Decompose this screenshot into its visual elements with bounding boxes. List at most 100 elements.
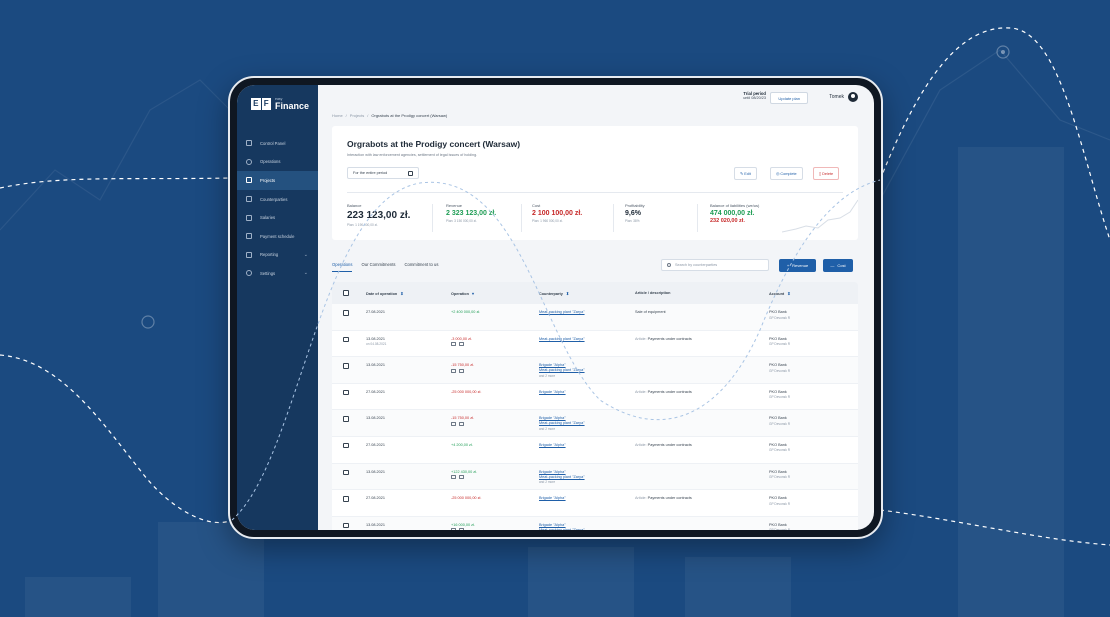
counterparty-link[interactable]: Brigade "Alpha" [539,389,566,394]
row-checkbox[interactable] [343,496,349,502]
table-row[interactable]: 27.08.2021 -25 000 000,00 zł. Brigade "Alp… [332,490,858,517]
counterparty-link[interactable]: Meat-packing plant "Zarya" [539,310,585,314]
counterparty-link[interactable]: Brigade "Alpha" [539,363,566,368]
stat-value: 2 323 123,00 zł. [446,210,497,217]
stat-value: 9,6% [625,210,641,217]
operation-amount: +122 430,00 zł. [451,469,478,474]
search-icon [667,263,671,267]
edit-button-label: Edit [744,171,751,176]
counterparty-link[interactable]: Brigade "Alpha" [539,416,566,421]
sidebar-item-reporting[interactable]: Reporting ⌄ [237,246,318,265]
column-counterparty[interactable]: Counterparty ⬍ [539,291,635,296]
operation-amount: +2 400 000,00 zł. [451,310,481,314]
sidebar-item-projects[interactable]: Projects [237,171,318,190]
row-checkbox[interactable] [343,336,349,343]
add-revenue-button[interactable]: + Revenue [779,259,816,272]
update-plan-button[interactable]: Update plan [770,92,808,104]
stat-plan: Plan: 1 190 000,00 zł. [347,223,378,227]
table-row[interactable]: 13.08.2021 -15 750,00 zł. Brigade "Alpha" M… [332,410,858,437]
row-checkbox[interactable] [343,310,349,316]
account-name: PKO Bank [769,336,787,341]
add-cost-button[interactable]: — Cost [823,259,853,272]
divider [432,204,433,232]
stat-revenue: Revenue 2 323 123,00 zł. Plan: 3 150 000… [446,203,496,223]
row-checkbox[interactable] [343,363,349,369]
sidebar-item-payment-schedule[interactable]: Payment schedule [237,227,318,246]
account-name: PKO Bank [769,469,787,474]
operation-amount: +4 200,00 zł. [451,442,473,447]
counterparty-link[interactable]: Meat-packing plant "Zarya" [539,368,585,373]
article-text: Sale of equipment [635,310,666,314]
account-sub: GP Devonsk R [769,315,791,320]
row-checkbox[interactable] [343,442,349,449]
sidebar-item-settings[interactable]: Settings ⌄ [237,264,318,283]
period-select[interactable]: For the entire period [347,167,419,179]
tab-operations[interactable]: Operations [332,262,353,272]
operation-date: 27.08.2021 [366,310,386,314]
operation-date: 13.08.2021 [366,363,386,368]
breadcrumb-projects[interactable]: Projects [349,113,365,118]
article-text: Payments under contracts [647,389,692,394]
more-counterparties[interactable]: and 2 more [539,480,556,485]
sidebar-item-label: Reporting [260,252,279,258]
counterparty-link[interactable]: Brigade "Alpha" [539,469,566,474]
counterparty-link[interactable]: Meat-packing plant "Zarya" [539,474,585,479]
sidebar-item-salaries[interactable]: Salaries [237,208,318,227]
table-row[interactable]: 13.08.2021 on 04.08.2021 -3 000,00 zł. Meat… [332,331,858,358]
account-name: PKO Bank [769,442,787,447]
row-checkbox[interactable] [343,389,349,396]
row-checkbox[interactable] [343,522,349,529]
select-all-checkbox[interactable] [343,290,349,296]
article-text: Payments under contracts [647,442,692,447]
trash-icon: ▯ [819,172,823,176]
column-account[interactable]: Account ⬍ [769,291,858,296]
counterparty-link[interactable]: Brigade "Alpha" [539,442,566,447]
table-body: 27.08.2021 +2 400 000,00 zł. Meat-packing … [332,304,858,530]
counterparty-link[interactable]: Meat-packing plant "Zarya" [539,421,585,426]
sidebar-item-control-panel[interactable]: Control Panel [237,134,318,153]
background-bar [958,147,1064,617]
table-row[interactable]: 27.08.2021 +2 400 000,00 zł. Meat-packing … [332,304,858,331]
operation-date: 13.08.2021 [366,469,386,474]
operation-amount: -25 000 000,00 zł. [451,389,482,394]
table-row[interactable]: 13.08.2021 +122 430,00 zł. Brigade "Alpha"… [332,463,858,491]
sidebar-item-operations[interactable]: Operations [237,153,318,172]
delete-button[interactable]: ▯ Delete [813,167,840,180]
background-bar [25,577,131,617]
table-row[interactable]: 13.08.2021 -15 750,00 zł. Brigade "Alpha" M… [332,357,858,384]
search-input[interactable]: Search by counterparties [661,259,769,271]
more-counterparties[interactable]: and 2 more [539,373,556,378]
row-checkbox[interactable] [343,469,349,476]
account-sub: GP Devonsk R [769,368,791,373]
column-operation[interactable]: Operation ▾ [451,291,539,296]
edit-button[interactable]: ✎ Edit [734,167,757,180]
operation-icons [451,342,539,347]
column-article: Article / description [635,291,769,295]
counterparty-link[interactable]: Brigade "Alpha" [539,496,566,501]
column-date[interactable]: Date of operation ⬍ [366,291,451,296]
card-icon [459,421,464,426]
user-name: Tomek [829,94,844,100]
user-menu[interactable]: Tomek [829,92,858,102]
tab-commitment-to-us[interactable]: Commitment to us [404,262,439,267]
folder-icon [246,177,252,184]
table-row[interactable]: 27.08.2021 -25 000 000,00 zł. Brigade "Alp… [332,384,858,411]
table-row[interactable]: 13.08.2021 +16 000,00 zł. Brigade "Alpha" M… [332,516,858,530]
sidebar-item-label: Salaries [260,215,276,221]
sort-icon: ⬍ [787,291,791,296]
counterparty-link[interactable]: Brigade "Alpha" [539,522,566,527]
card-icon [459,342,464,347]
breadcrumb-home[interactable]: Home [332,113,343,118]
counterparty-link[interactable]: Meat-packing plant "Zarya" [539,336,585,341]
tab-bar: Operations Our Commitments Commitment to… [332,262,438,272]
complete-button[interactable]: ◎ Complete [770,167,803,180]
sidebar-item-counterparties[interactable]: Counterparties [237,190,318,209]
tab-our-commitments[interactable]: Our Commitments [361,262,396,267]
check-circle-icon: ◎ [776,172,781,176]
more-counterparties[interactable]: and 2 more [539,426,556,431]
table-row[interactable]: 27.08.2021 +4 200,00 zł. Brigade "Alpha" Ar… [332,437,858,464]
counterparty-link[interactable]: Meat-packing plant "Zarya" [539,527,585,530]
row-checkbox[interactable] [343,416,349,422]
